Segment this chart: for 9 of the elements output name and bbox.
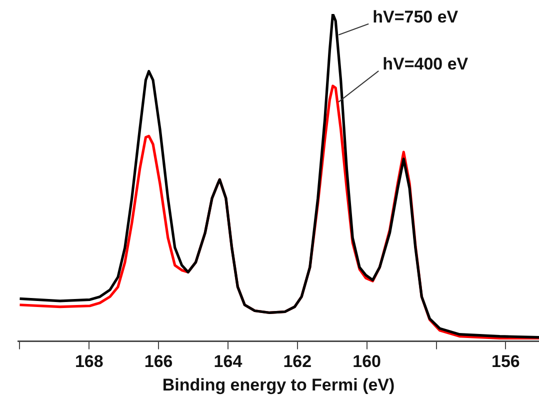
x-tick-label: 156 [491, 352, 520, 372]
x-tick-label: 168 [74, 352, 104, 372]
text: hV=400 eV [382, 54, 469, 74]
x-tick-label: 162 [283, 352, 312, 372]
text: hV=750 eV [372, 8, 459, 27]
x-tick-label: 164 [214, 352, 243, 372]
x-tick-label: 166 [144, 352, 173, 372]
x-tick-label: 160 [352, 352, 382, 372]
x-axis-title: Binding energy to Fermi (eV) [162, 375, 395, 394]
